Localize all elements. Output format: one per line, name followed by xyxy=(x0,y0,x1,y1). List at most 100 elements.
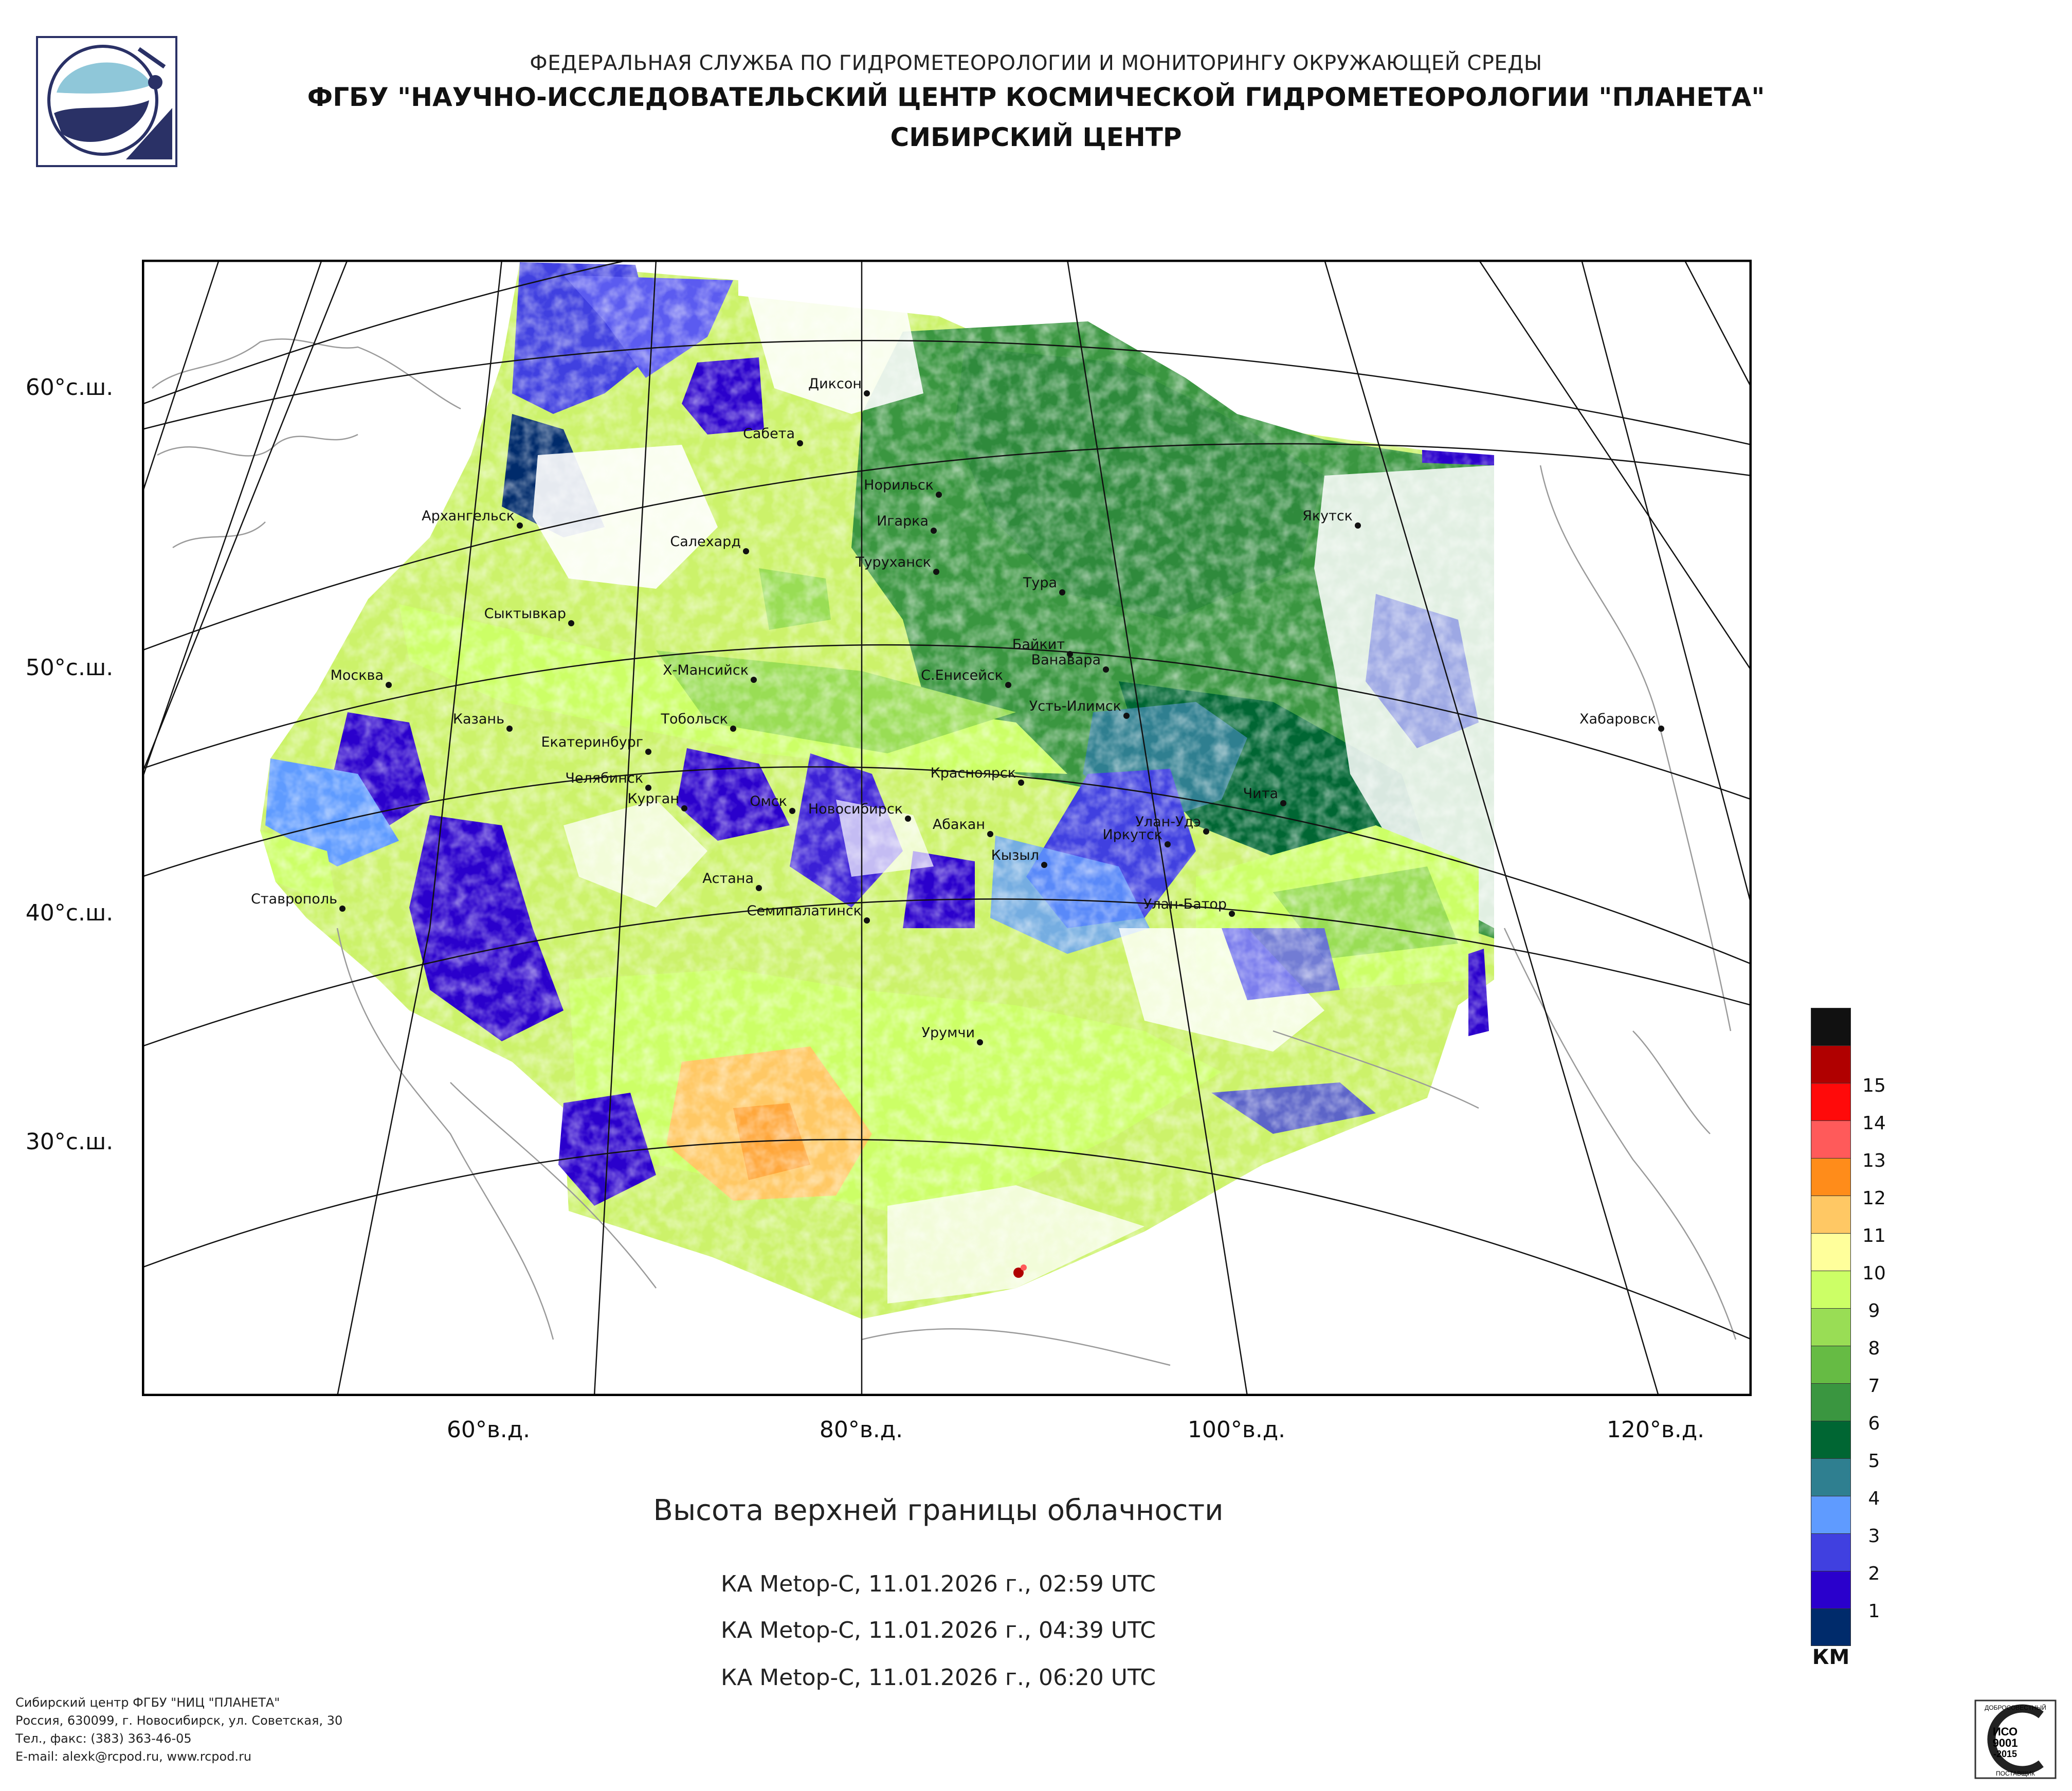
legend-swatch xyxy=(1811,1120,1851,1158)
city-label: Екатеринбург xyxy=(541,734,643,750)
graticule xyxy=(142,260,1752,1396)
footer-line-1: Сибирский центр ФГБУ "НИЦ "ПЛАНЕТА" xyxy=(15,1695,280,1710)
legend-swatch xyxy=(1811,1496,1851,1533)
city-marker xyxy=(1103,666,1109,673)
city-label: Байкит xyxy=(1012,637,1065,653)
legend-value: 5 xyxy=(1868,1451,1880,1472)
city-label: Чита xyxy=(1243,786,1278,802)
city-label: Улан-Удэ xyxy=(1135,814,1201,830)
legend-value: 14 xyxy=(1862,1113,1886,1134)
city-label: Семипалатинск xyxy=(747,903,862,919)
pass-2: КА Metop-C, 11.01.2026 г., 04:39 UTC xyxy=(720,1617,1156,1643)
org-line-3: СИБИРСКИЙ ЦЕНТР xyxy=(890,122,1182,152)
caption-title: Высота верхней границы облачности xyxy=(653,1494,1224,1527)
city-marker xyxy=(1018,780,1024,786)
legend-swatch xyxy=(1811,1608,1851,1646)
city-marker xyxy=(645,749,651,755)
legend-swatch xyxy=(1811,1346,1851,1383)
city-label: Улан-Батор xyxy=(1143,896,1227,912)
lat-label-40: 40°с.ш. xyxy=(25,900,114,926)
city-label: Диксон xyxy=(808,376,862,392)
city-marker xyxy=(645,785,651,791)
city-label: Тура xyxy=(1023,575,1057,591)
city-marker xyxy=(681,805,687,811)
legend-swatch xyxy=(1811,1383,1851,1421)
satellite-swath xyxy=(260,262,1494,1319)
legend-swatch xyxy=(1811,1158,1851,1196)
city-label: Иркутск xyxy=(1102,827,1162,843)
city-label: Москва xyxy=(331,667,384,683)
city-marker xyxy=(756,885,762,891)
city-marker xyxy=(743,548,749,554)
legend-value: 1 xyxy=(1868,1601,1880,1622)
lat-label-30: 30°с.ш. xyxy=(25,1129,114,1155)
city-label: Новосибирск xyxy=(808,801,903,817)
legend-swatch xyxy=(1811,1045,1851,1083)
city-labels: Диксон Сабета Норильск Игарка Туруханск Якутс… xyxy=(251,376,1664,1045)
city-marker xyxy=(1165,841,1171,847)
legend-swatch xyxy=(1811,1533,1851,1571)
city-marker xyxy=(905,816,911,822)
legend-swatch xyxy=(1811,1083,1851,1120)
legend-swatch xyxy=(1811,1421,1851,1458)
city-label: Абакан xyxy=(933,817,985,833)
city-marker xyxy=(789,808,795,814)
city-marker xyxy=(1041,862,1047,868)
city-label: Тобольск xyxy=(660,711,728,727)
iso-certificate-badge: ДОБРОСОВЕСТНЫЙ ИСО 9001 -2015 ПОСТАВЩИК xyxy=(1974,1699,2057,1779)
cloud-top-map: Диксон Сабета Норильск Игарка Туруханск Якутс… xyxy=(142,260,1752,1396)
legend-swatch xyxy=(1811,1233,1851,1271)
city-label: Салехард xyxy=(670,534,741,550)
legend-swatch xyxy=(1811,1308,1851,1346)
legend-swatch xyxy=(1811,1008,1851,1045)
legend-value: 2 xyxy=(1868,1563,1880,1584)
city-label: Хабаровск xyxy=(1579,711,1656,727)
city-label: Омск xyxy=(750,793,787,809)
legend-value: 12 xyxy=(1862,1188,1886,1209)
city-label: Якутск xyxy=(1302,508,1353,524)
legend-value: 13 xyxy=(1862,1150,1886,1171)
city-marker xyxy=(1229,911,1235,917)
lon-label-100: 100°в.д. xyxy=(1187,1417,1286,1443)
cert-bottom: ПОСТАВЩИК xyxy=(1996,1770,2035,1777)
legend-value: 10 xyxy=(1862,1263,1886,1284)
cert-mid3: -2015 xyxy=(1993,1749,2017,1759)
cert-mid1: ИСО xyxy=(1993,1725,2018,1738)
city-label: Игарка xyxy=(877,513,929,529)
lat-label-50: 50°с.ш. xyxy=(25,655,114,681)
city-marker xyxy=(730,726,736,732)
city-label: Астана xyxy=(702,871,754,887)
legend-value: 9 xyxy=(1868,1300,1880,1322)
city-marker xyxy=(506,726,513,732)
city-marker xyxy=(1059,589,1065,595)
city-label: Кызыл xyxy=(991,847,1039,863)
city-label: Урумчи xyxy=(922,1025,975,1041)
city-marker xyxy=(386,682,392,688)
city-marker xyxy=(864,917,870,924)
pass-1: КА Metop-C, 11.01.2026 г., 02:59 UTC xyxy=(720,1571,1156,1597)
legend-value: 11 xyxy=(1862,1225,1886,1246)
lat-label-60: 60°с.ш. xyxy=(25,374,114,401)
city-label: Х-Мансийск xyxy=(663,662,749,678)
city-marker xyxy=(933,569,939,575)
city-label: Усть-Илимск xyxy=(1029,698,1121,714)
footer-line-2: Россия, 630099, г. Новосибирск, ул. Сове… xyxy=(15,1713,343,1728)
lon-label-60: 60°в.д. xyxy=(446,1417,531,1443)
city-marker xyxy=(977,1039,983,1045)
city-label: Красноярск xyxy=(931,765,1016,781)
city-marker xyxy=(1005,682,1011,688)
city-marker xyxy=(517,522,523,529)
legend-swatch xyxy=(1811,1571,1851,1608)
city-marker xyxy=(931,528,937,534)
cert-mid2: 9001 xyxy=(1993,1736,2018,1749)
legend-unit: КМ xyxy=(1812,1645,1850,1669)
lon-label-120: 120°в.д. xyxy=(1606,1417,1705,1443)
city-label: Сабета xyxy=(743,426,795,442)
city-label: Челябинск xyxy=(565,770,643,786)
color-legend xyxy=(1811,1008,1858,1646)
coastlines xyxy=(152,338,1737,1366)
planeta-logo xyxy=(36,36,177,167)
legend-value: 3 xyxy=(1868,1526,1880,1547)
city-marker xyxy=(797,440,803,446)
city-label: Архангельск xyxy=(422,508,515,524)
